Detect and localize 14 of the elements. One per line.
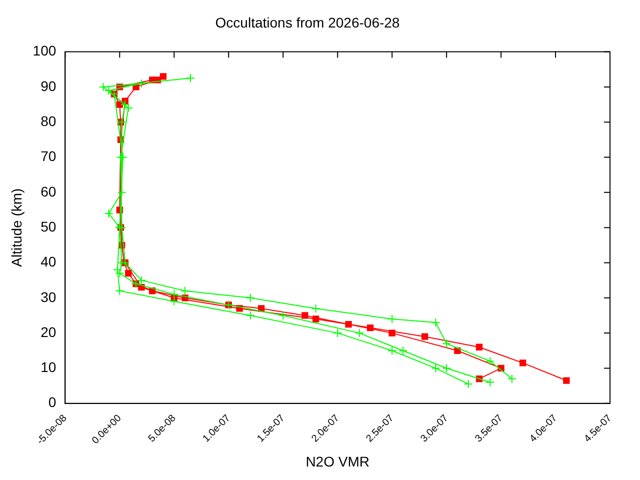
y-tick-label: 40 bbox=[40, 254, 56, 270]
y-tick-label: 100 bbox=[32, 42, 56, 59]
y-tick-label: 30 bbox=[40, 288, 56, 305]
y-tick-label: 10 bbox=[40, 359, 56, 376]
y-tick-label: 20 bbox=[40, 324, 56, 340]
y-tick-label: 80 bbox=[40, 112, 56, 129]
x-axis-title: N2O VMR bbox=[306, 453, 370, 470]
chart-title: Occultations from 2026-06-28 bbox=[215, 14, 400, 30]
y-tick-label: 70 bbox=[40, 148, 56, 164]
y-tick-label: 90 bbox=[40, 78, 56, 94]
y-tick-label: 60 bbox=[40, 183, 56, 200]
y-tick-label: 50 bbox=[40, 218, 56, 234]
y-tick-label: 0 bbox=[48, 394, 56, 410]
y-axis-title: Altitude (km) bbox=[8, 188, 24, 267]
